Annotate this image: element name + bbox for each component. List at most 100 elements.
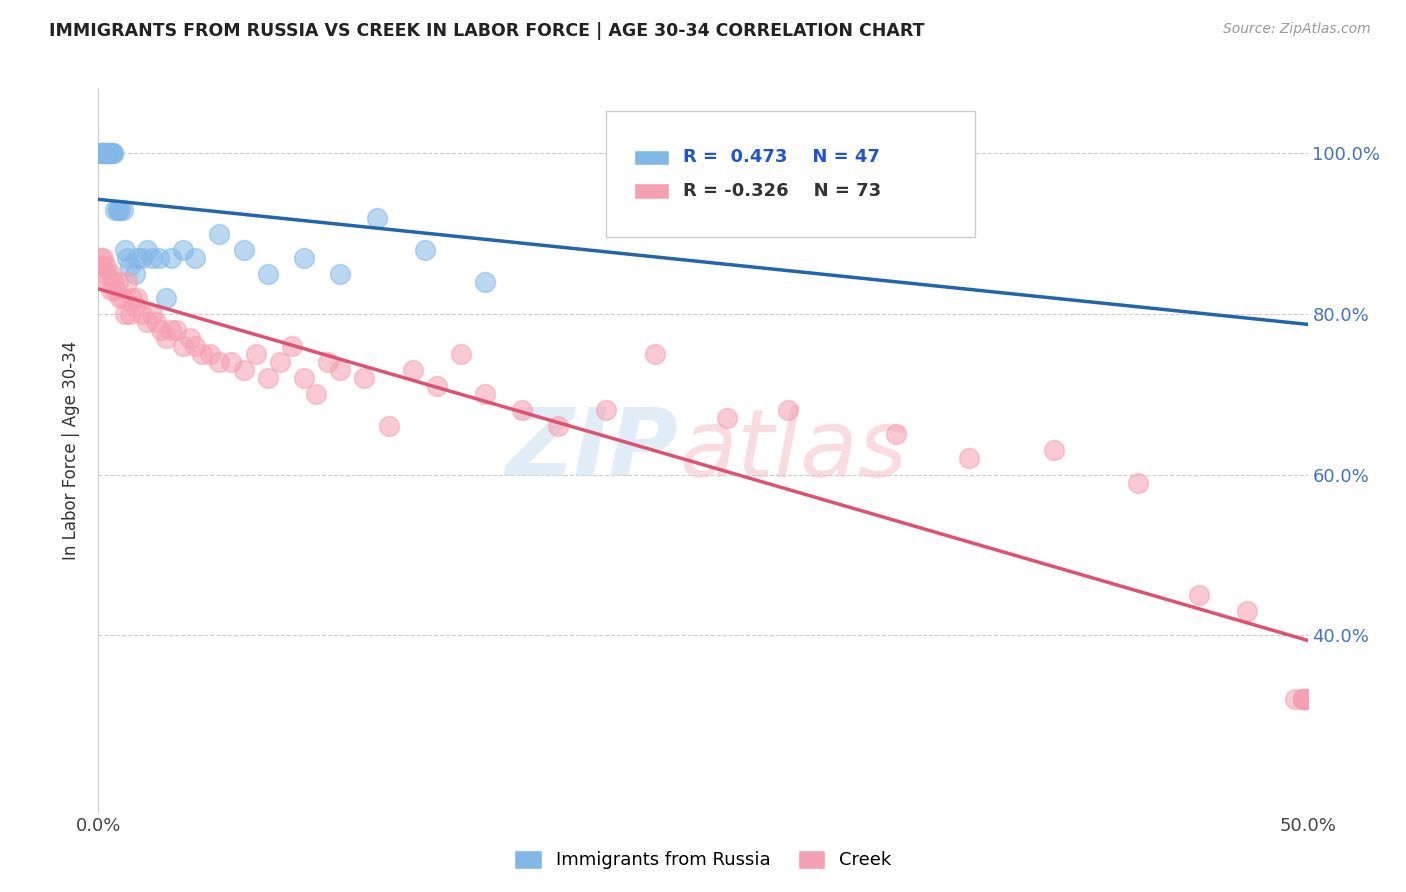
Point — [474, 275, 496, 289]
Point — [108, 202, 131, 217]
Point — [426, 379, 449, 393]
Point — [100, 146, 122, 161]
Point — [94, 259, 117, 273]
Point — [1292, 692, 1315, 706]
Point — [886, 427, 908, 442]
Text: ZIP: ZIP — [506, 404, 679, 497]
Point — [305, 387, 328, 401]
Point — [114, 307, 136, 321]
Point — [97, 275, 120, 289]
Point — [198, 347, 221, 361]
Point — [141, 251, 163, 265]
Point — [124, 299, 146, 313]
Point — [547, 419, 569, 434]
Point — [281, 339, 304, 353]
Point — [1284, 692, 1306, 706]
Text: R = -0.326    N = 73: R = -0.326 N = 73 — [683, 183, 882, 201]
Point — [97, 146, 120, 161]
Point — [353, 371, 375, 385]
Point — [1236, 604, 1258, 618]
Point — [90, 259, 112, 273]
Point — [90, 251, 112, 265]
Point — [1292, 692, 1315, 706]
Point — [413, 243, 436, 257]
Point — [316, 355, 339, 369]
Point — [165, 323, 187, 337]
Point — [127, 291, 149, 305]
FancyBboxPatch shape — [634, 184, 669, 200]
Point — [191, 347, 214, 361]
Point — [1188, 588, 1211, 602]
Point — [91, 251, 114, 265]
Point — [97, 146, 120, 161]
Point — [607, 219, 630, 233]
Point — [800, 162, 823, 177]
Point — [124, 267, 146, 281]
Point — [91, 146, 114, 161]
Point — [90, 146, 112, 161]
Point — [179, 331, 201, 345]
Point — [1292, 692, 1315, 706]
Point — [1128, 475, 1150, 490]
Point — [402, 363, 425, 377]
Point — [91, 259, 114, 273]
Point — [135, 243, 157, 257]
Point — [1294, 692, 1316, 706]
Point — [329, 363, 352, 377]
Point — [172, 243, 194, 257]
FancyBboxPatch shape — [634, 150, 669, 165]
Point — [94, 146, 117, 161]
Point — [232, 243, 254, 257]
Point — [184, 251, 207, 265]
Point — [292, 371, 315, 385]
Point — [150, 323, 173, 337]
Point — [837, 170, 859, 185]
Point — [94, 146, 117, 161]
Point — [160, 251, 183, 265]
Point — [450, 347, 472, 361]
Point — [1294, 692, 1316, 706]
Point — [208, 227, 231, 241]
Y-axis label: In Labor Force | Age 30-34: In Labor Force | Age 30-34 — [62, 341, 80, 560]
FancyBboxPatch shape — [606, 111, 976, 237]
Point — [94, 146, 117, 161]
Text: IMMIGRANTS FROM RUSSIA VS CREEK IN LABOR FORCE | AGE 30-34 CORRELATION CHART: IMMIGRANTS FROM RUSSIA VS CREEK IN LABOR… — [49, 22, 925, 40]
Point — [1294, 692, 1316, 706]
Point — [94, 146, 117, 161]
Point — [377, 419, 399, 434]
Point — [292, 251, 315, 265]
Point — [107, 275, 129, 289]
Point — [160, 323, 183, 337]
Point — [91, 146, 114, 161]
Point — [155, 331, 177, 345]
Point — [957, 451, 980, 466]
Point — [100, 267, 122, 281]
Point — [155, 291, 177, 305]
Point — [1292, 692, 1315, 706]
Point — [91, 146, 114, 161]
Point — [329, 267, 352, 281]
Point — [108, 291, 131, 305]
Point — [111, 202, 134, 217]
Point — [117, 275, 139, 289]
Point — [172, 339, 194, 353]
Point — [94, 146, 117, 161]
Point — [101, 146, 124, 161]
Point — [90, 146, 112, 161]
Point — [1042, 443, 1064, 458]
Point — [145, 315, 167, 329]
Point — [644, 347, 666, 361]
Point — [100, 283, 122, 297]
Point — [221, 355, 243, 369]
Point — [118, 259, 141, 273]
Point — [101, 146, 124, 161]
Point — [141, 307, 163, 321]
Point — [256, 267, 278, 281]
Point — [510, 403, 533, 417]
Point — [91, 146, 114, 161]
Point — [232, 363, 254, 377]
Point — [1292, 692, 1315, 706]
Point — [208, 355, 231, 369]
Point — [104, 283, 127, 297]
Point — [104, 202, 127, 217]
